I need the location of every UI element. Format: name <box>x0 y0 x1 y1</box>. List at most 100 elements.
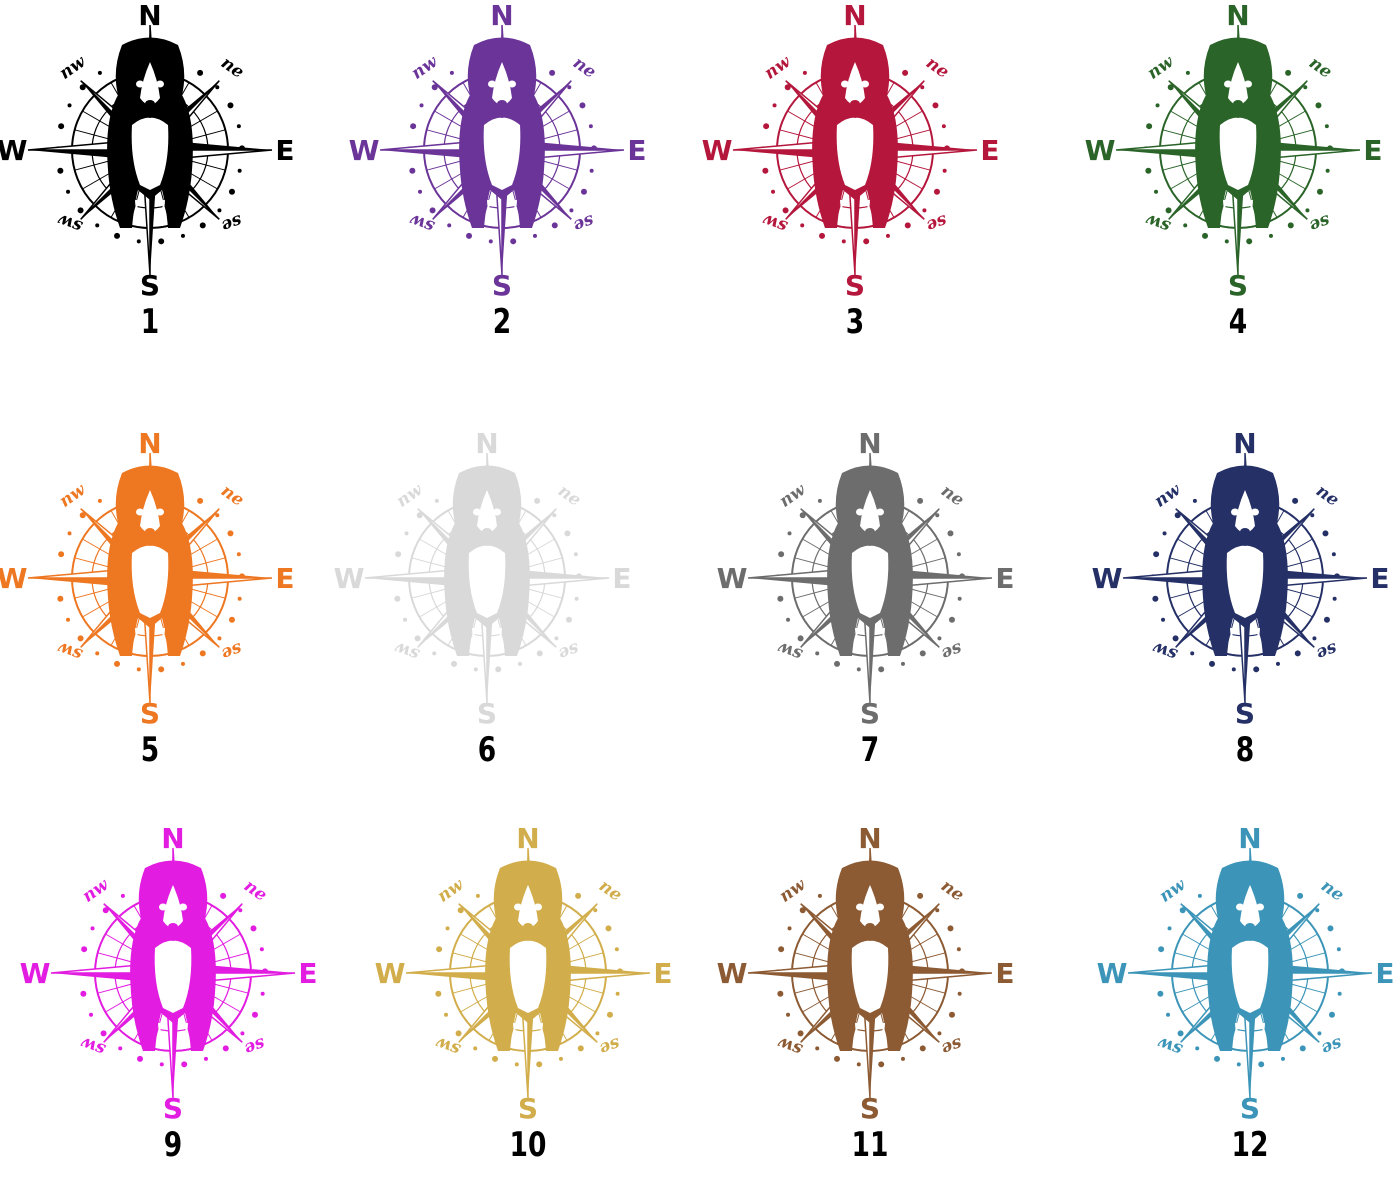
compass-label-south: S <box>1235 697 1255 730</box>
compass-label-se: se <box>570 210 597 236</box>
compass-label-se: se <box>938 1033 965 1059</box>
compass-label-ne: ne <box>217 481 248 511</box>
compass-label-se: se <box>555 638 582 664</box>
compass-label-west: W <box>0 562 28 595</box>
compass-label-west: W <box>0 134 28 167</box>
compass-label-north: N <box>843 0 866 32</box>
compass-label-se: se <box>218 638 245 664</box>
compass-label-north: N <box>1238 822 1261 855</box>
compass-label-west: W <box>20 957 51 990</box>
compass-label-north: N <box>490 0 513 32</box>
compass-label-south: S <box>140 697 160 730</box>
compass-label-ne: ne <box>1317 876 1348 906</box>
compass-label-ne: ne <box>554 481 585 511</box>
compass-label-south: S <box>1240 1092 1260 1125</box>
compass-label-nw: nw <box>761 51 796 84</box>
compass-label-nw: nw <box>1144 51 1179 84</box>
compass-label-north: N <box>475 427 498 460</box>
compass-label-south: S <box>140 269 160 302</box>
variant-number: 8 <box>1235 730 1255 770</box>
compass-label-se: se <box>1306 210 1333 236</box>
compass-label-north: N <box>1226 0 1249 32</box>
dog-illustration <box>107 465 193 656</box>
compass-label-west: W <box>702 134 733 167</box>
variant-number: 5 <box>140 730 160 770</box>
dot-ring <box>1144 55 1333 245</box>
compass-label-ne: ne <box>1312 481 1343 511</box>
compass-label-east: E <box>653 957 672 990</box>
variant-number: 12 <box>1231 1125 1269 1165</box>
compass-label-east: E <box>1363 134 1382 167</box>
compass-label-south: S <box>1228 269 1248 302</box>
dog-illustration <box>107 37 193 228</box>
compass-label-south: S <box>860 1092 880 1125</box>
compass-label-west: W <box>1097 957 1128 990</box>
dog-illustration <box>1207 860 1293 1051</box>
compass-label-se: se <box>1318 1033 1345 1059</box>
compass-label-ne: ne <box>922 53 953 83</box>
compass-label-east: E <box>995 562 1014 595</box>
variant-number: 3 <box>845 302 865 342</box>
compass-label-north: N <box>516 822 539 855</box>
compass-label-east: E <box>1370 562 1389 595</box>
compass-label-se: se <box>218 210 245 236</box>
compass-label-nw: nw <box>776 874 811 907</box>
compass-label-se: se <box>938 638 965 664</box>
dog-illustration <box>827 465 913 656</box>
compass-label-south: S <box>518 1092 538 1125</box>
compass-label-east: E <box>995 957 1014 990</box>
compass-label-south: S <box>845 269 865 302</box>
compass-label-west: W <box>349 134 380 167</box>
compass-label-east: E <box>627 134 646 167</box>
compass-label-east: E <box>1375 957 1394 990</box>
compass-label-west: W <box>375 957 406 990</box>
variant-number: 6 <box>477 730 497 770</box>
compass-label-ne: ne <box>217 53 248 83</box>
dog-illustration <box>459 37 545 228</box>
compass-label-west: W <box>334 562 365 595</box>
compass-label-nw: nw <box>408 51 443 84</box>
compass-label-south: S <box>163 1092 183 1125</box>
compass-label-ne: ne <box>937 876 968 906</box>
compass-label-north: N <box>138 427 161 460</box>
compass-label-nw: nw <box>79 874 114 907</box>
compass-label-ne: ne <box>937 481 968 511</box>
compass-label-south: S <box>860 697 880 730</box>
compass-label-south: S <box>477 697 497 730</box>
compass-label-east: E <box>298 957 317 990</box>
compass-label-north: N <box>1233 427 1256 460</box>
dog-illustration <box>485 860 571 1051</box>
compass-label-west: W <box>1085 134 1116 167</box>
compass-label-se: se <box>923 210 950 236</box>
dog-illustration <box>130 860 216 1051</box>
dog-illustration <box>444 465 530 656</box>
compass-label-nw: nw <box>434 874 469 907</box>
compass-label-nw: nw <box>56 51 91 84</box>
variant-number: 11 <box>851 1125 889 1165</box>
compass-label-north: N <box>858 822 881 855</box>
compass-label-south: S <box>492 269 512 302</box>
compass-label-ne: ne <box>240 876 271 906</box>
compass-label-nw: nw <box>56 479 91 512</box>
compass-label-east: E <box>612 562 631 595</box>
dog-illustration <box>827 860 913 1051</box>
variant-number: 7 <box>860 730 880 770</box>
